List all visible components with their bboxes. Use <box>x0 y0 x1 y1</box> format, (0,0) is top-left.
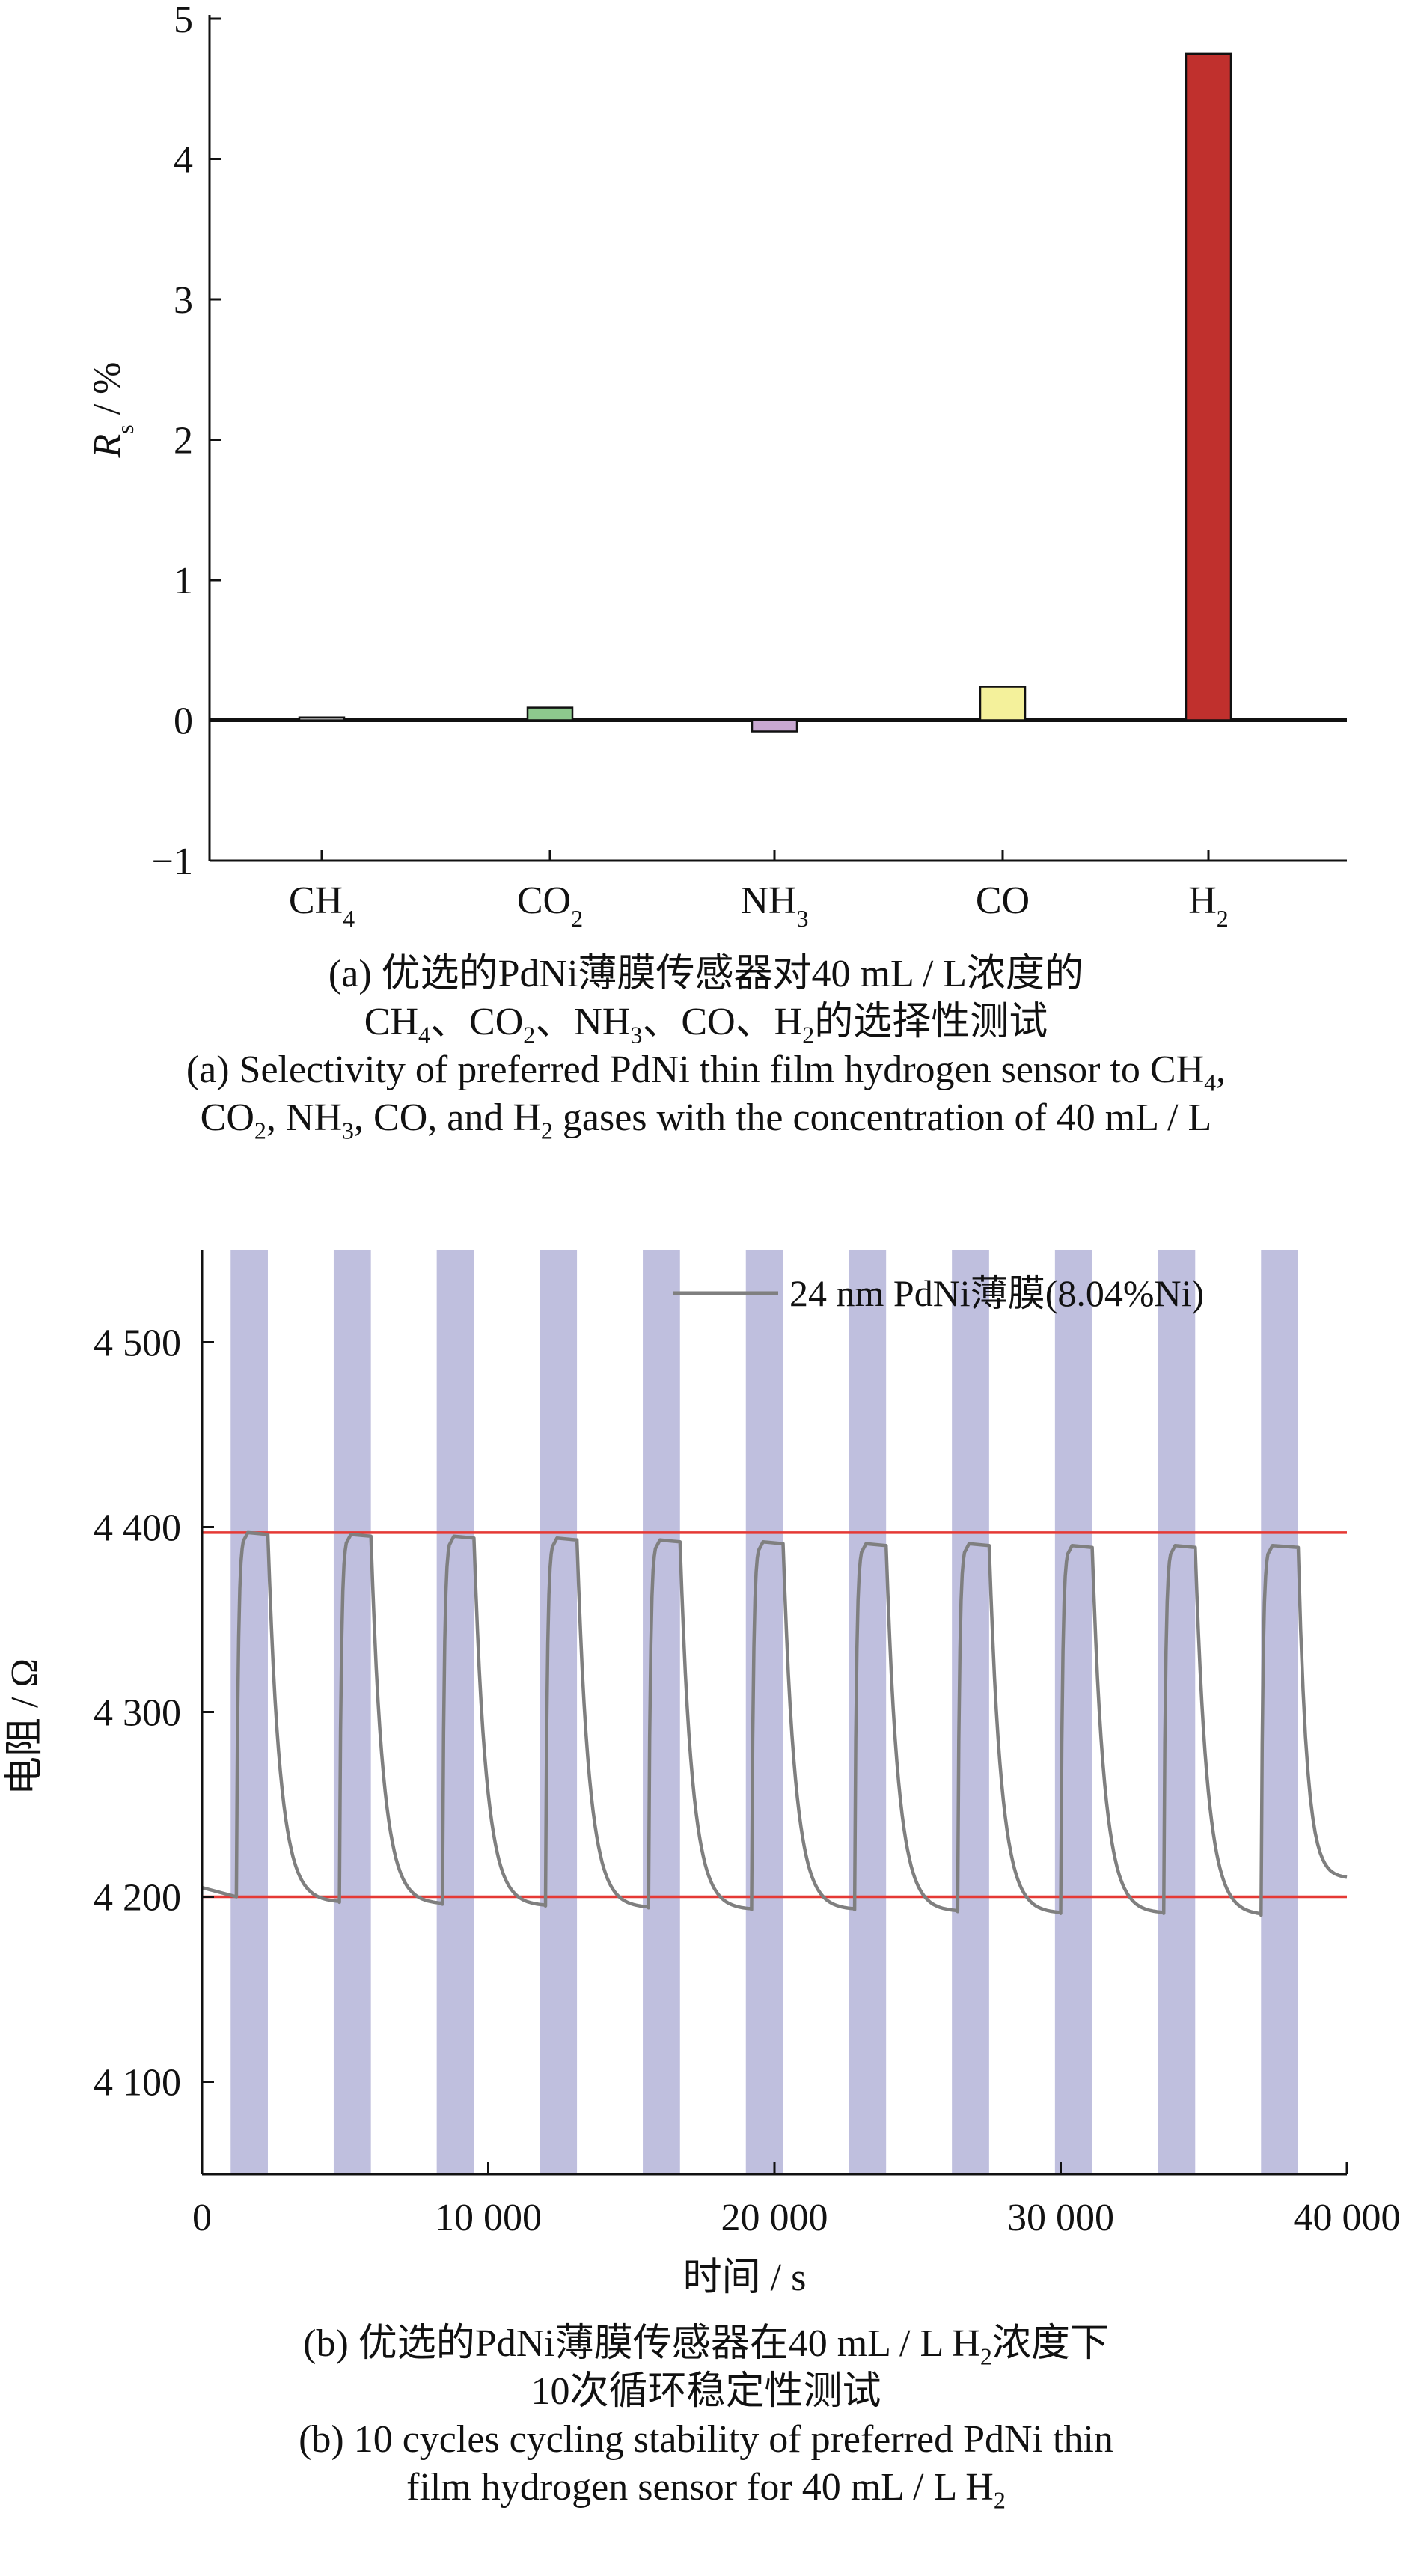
y-tick-label: 5 <box>174 0 193 41</box>
caption-b-line-2: 10次循环稳定性测试 <box>531 2370 881 2413</box>
y-tick-label: 4 500 <box>94 1322 181 1365</box>
caption-b: (b) 优选的PdNi薄膜传感器在40 mL / L H2浓度下 10次循环稳定性… <box>0 2320 1412 2512</box>
x-tick-label: 40 000 <box>1294 2197 1401 2239</box>
caption-a-line-1: (a) 优选的PdNi薄膜传感器对40 mL / L浓度的 <box>328 953 1084 995</box>
y-tick-label: 4 400 <box>94 1507 181 1550</box>
bar-co2 <box>526 706 574 721</box>
bar-ch4 <box>298 716 346 721</box>
x-tick-label: CO <box>976 879 1030 922</box>
caption-b-line-3: (b) 10 cycles cycling stability of prefe… <box>299 2418 1113 2461</box>
x-axis-label: 时间 / s <box>683 2256 807 2299</box>
y-axis-label: 电阻 / Ω <box>4 1658 46 1795</box>
y-tick-label: 4 <box>174 139 193 182</box>
y-tick-label: 4 200 <box>94 1877 181 1920</box>
bar-nh3 <box>751 719 798 733</box>
caption-b-line-4: film hydrogen sensor for 40 mL / L H2 <box>406 2466 1006 2514</box>
y-axis-label: Rs / % <box>86 362 138 459</box>
caption-b-line-1: (b) 优选的PdNi薄膜传感器在40 mL / L H2浓度下 <box>303 2322 1109 2370</box>
x-tick-label: 20 000 <box>721 2197 828 2239</box>
legend-label: 24 nm PdNi薄膜(8.04%Ni) <box>789 1272 1204 1314</box>
y-tick-label: 3 <box>174 279 193 322</box>
x-tick-label: 0 <box>192 2197 212 2239</box>
resistance-series-line <box>201 1530 1348 1917</box>
x-tick-label: 10 000 <box>435 2197 542 2239</box>
bar-h2 <box>1185 52 1232 721</box>
caption-a-line-3: (a) Selectivity of preferred PdNi thin f… <box>186 1049 1226 1096</box>
y-tick-label: 2 <box>174 420 193 463</box>
y-tick-label: 4 300 <box>94 1692 181 1735</box>
y-tick-label: 0 <box>174 701 193 743</box>
h2-exposure-band <box>1261 1250 1298 2174</box>
caption-a-line-2: CH4、CO2、NH3、CO、H2的选择性测试 <box>364 1001 1048 1049</box>
cycling-stability-line-chart: 4 500 4 400 4 300 4 200 4 100 0 10 000 20 000 30… <box>4 1250 1401 2299</box>
y-tick-label: 4 100 <box>94 2062 181 2105</box>
x-tick-label: 30 000 <box>1007 2197 1114 2239</box>
y-tick-label: −1 <box>152 840 193 883</box>
bar-co <box>979 686 1027 721</box>
caption-a: (a) 优选的PdNi薄膜传感器对40 mL / L浓度的 CH4、CO2、NH3… <box>0 950 1412 1142</box>
y-tick-label: 1 <box>174 560 193 602</box>
caption-a-line-4: CO2, NH3, CO, and H2 gases with the conc… <box>200 1096 1212 1144</box>
